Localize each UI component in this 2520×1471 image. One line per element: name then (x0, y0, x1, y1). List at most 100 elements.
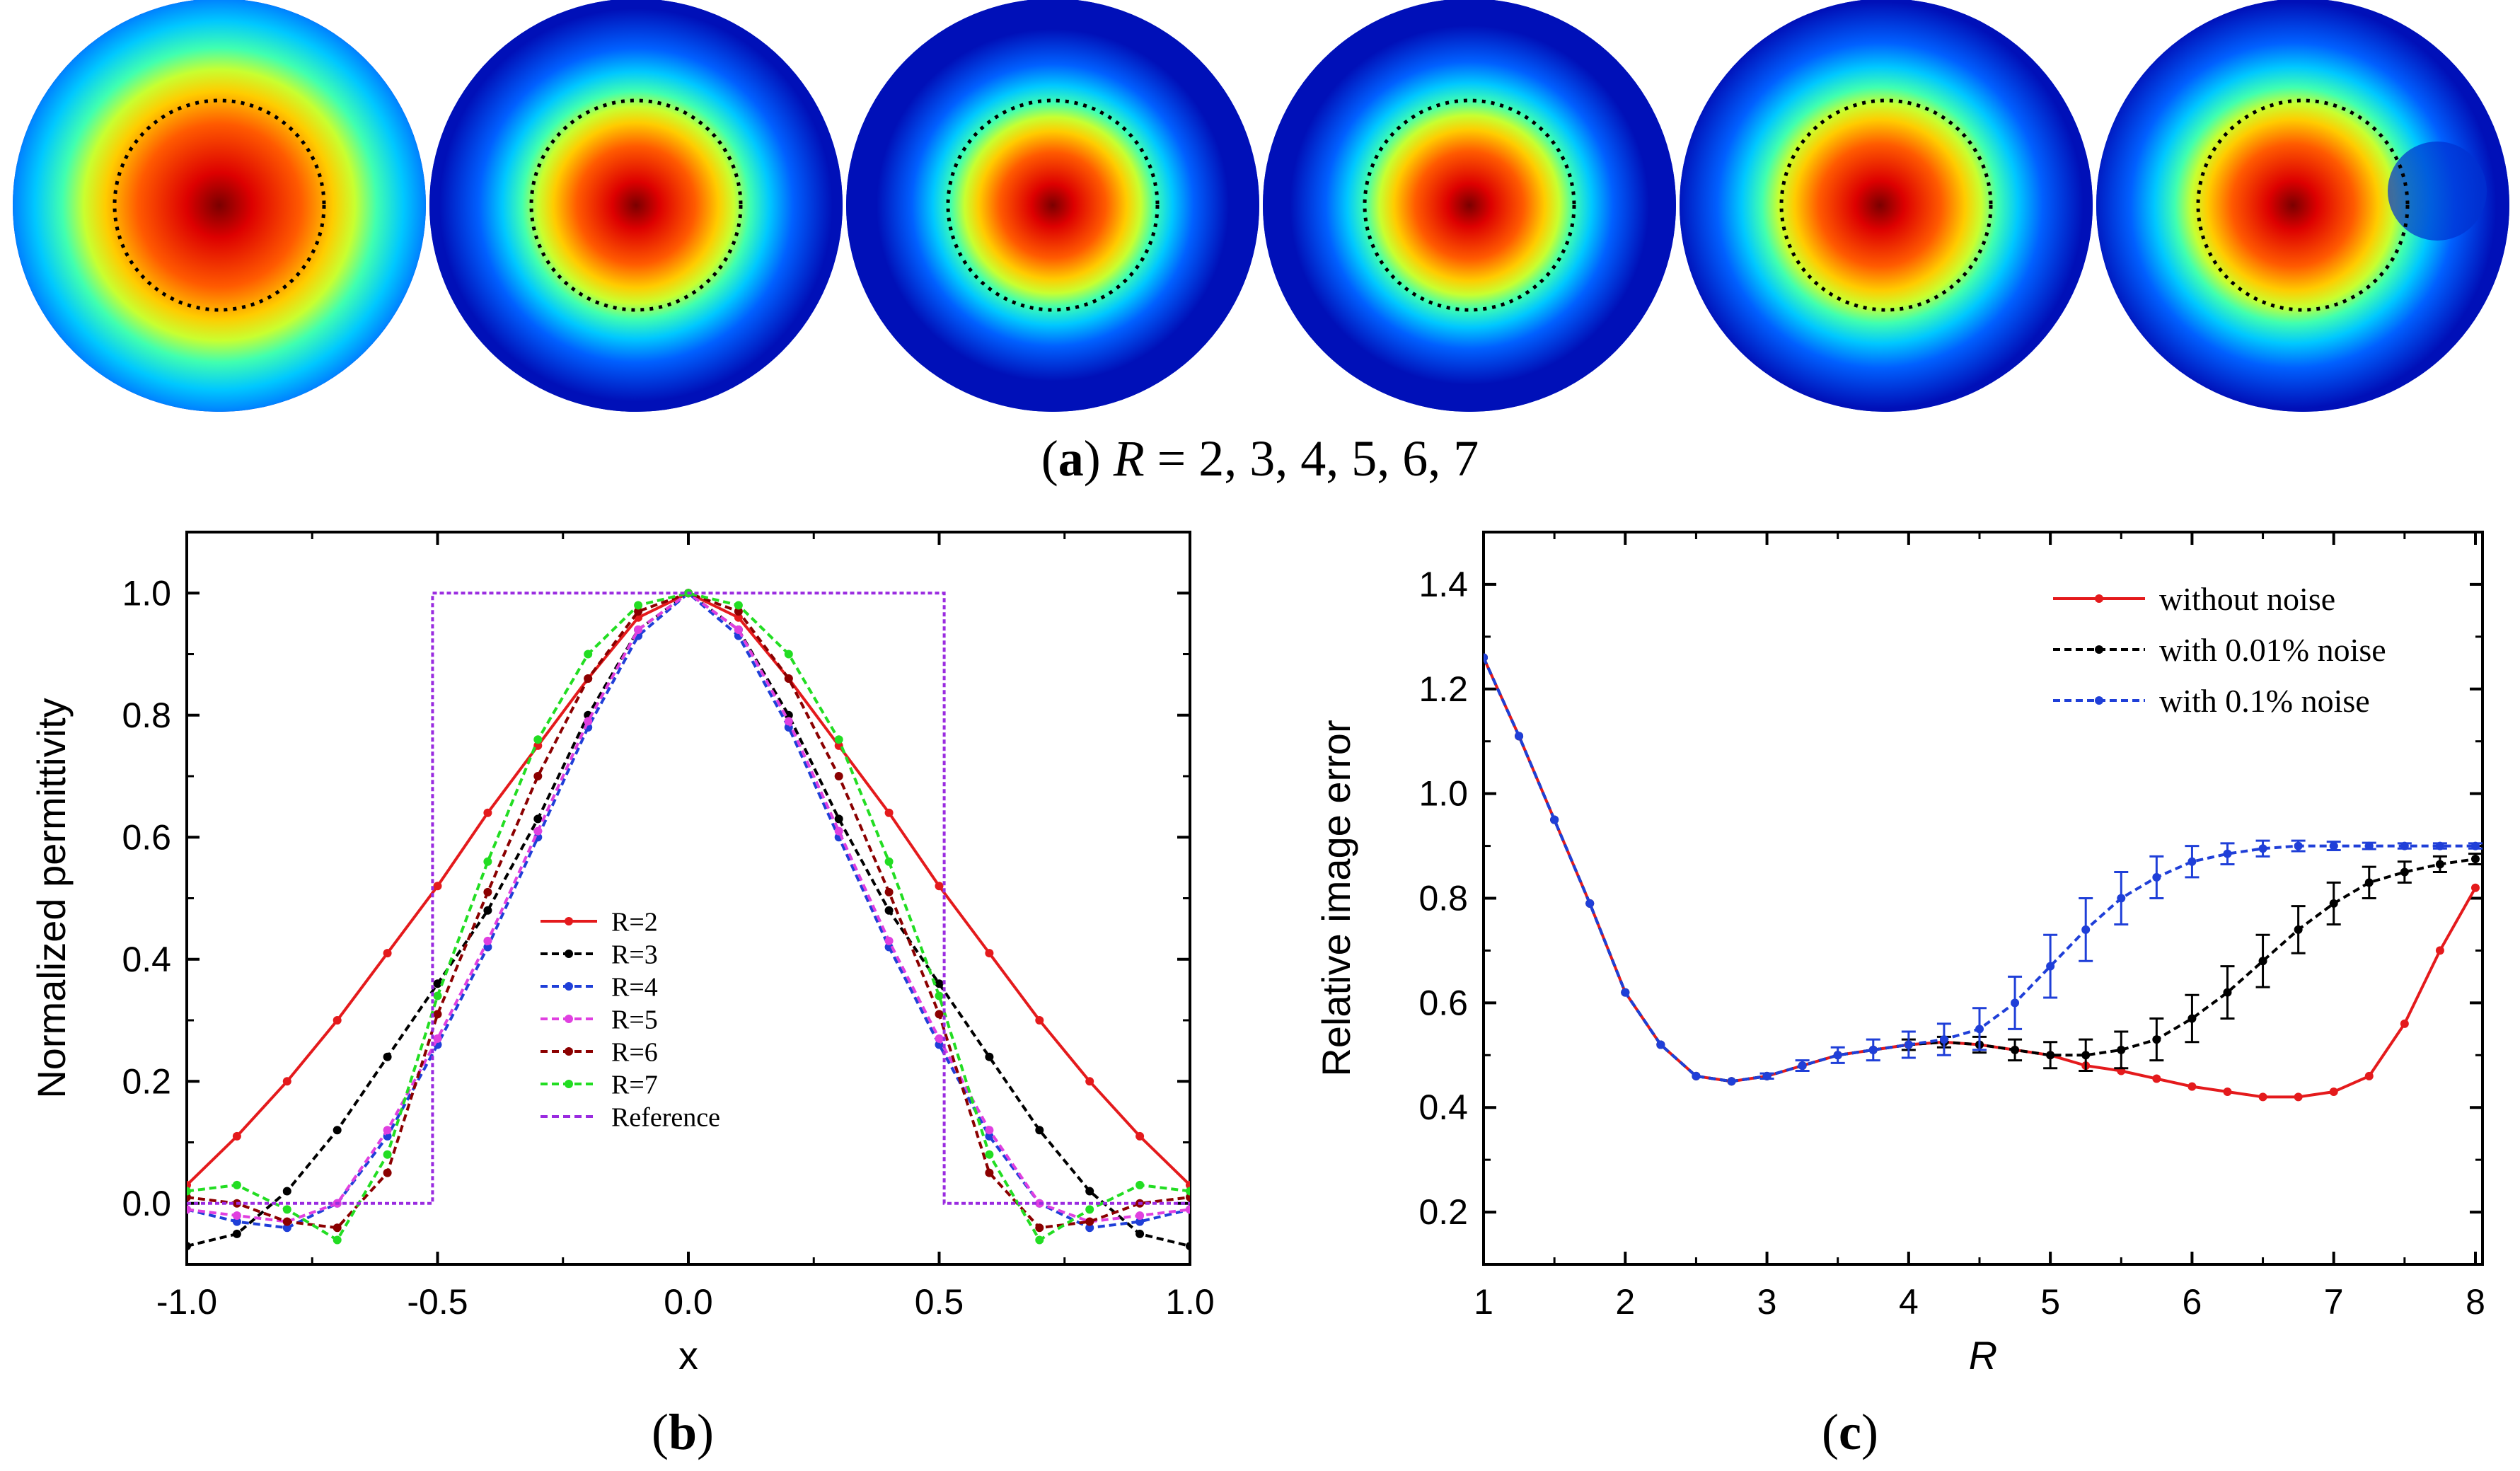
data-point (2470, 883, 2480, 892)
data-point (533, 814, 543, 824)
data-point (734, 601, 743, 610)
data-point (834, 814, 843, 824)
x-tick-label: 4 (1899, 1282, 1919, 1322)
x-tick-label: 0.0 (664, 1282, 713, 1322)
y-tick-label: 0.2 (122, 1061, 171, 1101)
disc-field (1263, 0, 1676, 412)
data-point (187, 1187, 191, 1196)
data-point (1798, 1061, 1807, 1071)
data-point (1085, 1217, 1094, 1226)
data-point (1515, 732, 1524, 741)
data-point (2364, 878, 2374, 887)
data-point (1186, 1205, 1190, 1214)
data-point (2187, 1082, 2197, 1091)
disc-field (846, 0, 1259, 412)
data-point (935, 1010, 944, 1019)
data-point (2046, 1051, 2055, 1060)
data-point (2435, 860, 2444, 869)
data-point (2011, 1045, 2020, 1054)
data-point (1656, 1040, 1665, 1049)
data-point (333, 1223, 342, 1233)
data-point (584, 650, 593, 659)
caption-a-var: R (1113, 430, 1145, 487)
data-point (1035, 1235, 1044, 1245)
data-point (187, 1242, 191, 1251)
data-point (282, 1205, 291, 1214)
data-point (1135, 1211, 1145, 1220)
x-tick-label: 1.0 (1165, 1282, 1215, 1322)
x-axis-title: R (1969, 1333, 1997, 1378)
data-point (1186, 1187, 1190, 1196)
caption-c-letter: c (1839, 1404, 1861, 1460)
data-point (2223, 849, 2232, 858)
data-point (2011, 998, 2020, 1008)
data-point (232, 1211, 241, 1220)
data-point (1939, 1035, 1948, 1044)
data-point (935, 1034, 944, 1043)
series-line (187, 592, 1190, 1242)
data-point (2400, 867, 2409, 877)
legend-marker (565, 1015, 573, 1023)
data-point (2223, 988, 2232, 997)
disc-field (429, 0, 843, 412)
series-r-2 (187, 589, 1190, 1189)
legend-label: R=2 (611, 907, 658, 937)
data-point (784, 710, 793, 720)
data-point (2152, 1035, 2161, 1044)
data-point (1833, 1051, 1842, 1060)
data-point (2294, 1092, 2303, 1102)
y-tick-label: 1.4 (1418, 565, 1468, 604)
data-point (985, 949, 994, 958)
data-point (834, 772, 843, 780)
data-point (985, 1168, 994, 1177)
data-point (1550, 815, 1559, 824)
caption-a-close: ) (1084, 430, 1101, 487)
x-tick-label: 6 (2183, 1282, 2202, 1322)
legend-marker (2095, 645, 2103, 654)
data-point (1085, 1187, 1094, 1196)
y-axis-title: Normalized permittivity (29, 698, 74, 1098)
legend-marker (2095, 696, 2103, 705)
data-point (2152, 872, 2161, 882)
caption-c: (c) (1822, 1404, 1878, 1460)
data-point (2364, 841, 2374, 850)
data-point (2329, 899, 2338, 908)
data-point (383, 949, 392, 958)
data-point (333, 1126, 342, 1135)
data-point (2258, 1092, 2267, 1102)
data-point (884, 808, 894, 817)
caption-c-open: ( (1822, 1404, 1839, 1460)
plot-area (187, 589, 1190, 1251)
data-point (433, 979, 442, 988)
x-tick-label: 2 (1615, 1282, 1635, 1322)
x-tick-label: 8 (2466, 1282, 2485, 1322)
data-point (2400, 841, 2409, 850)
data-point (884, 887, 894, 896)
data-point (935, 979, 944, 988)
reference-boundary (529, 98, 743, 312)
data-point (2152, 1074, 2161, 1083)
data-point (1135, 1131, 1145, 1141)
data-point (584, 717, 593, 726)
disc-field (13, 0, 426, 412)
line-chart-b: -1.0 -0.5 0.0 0.5 1.0 0.0 0.2 0.4 0.6 0.8 1.0 x Norm… (29, 531, 1215, 1378)
data-point (634, 607, 643, 616)
data-point (433, 991, 442, 1000)
series-reference (187, 592, 1190, 1205)
data-point (2081, 1051, 2091, 1060)
data-point (282, 1077, 291, 1086)
disc-field (1680, 0, 2093, 412)
heatmap-disc-R4 (846, 0, 1259, 412)
caption-b-open: ( (652, 1404, 669, 1460)
legend-marker (2095, 594, 2103, 603)
data-point (383, 1168, 392, 1177)
y-tick-label: 0.4 (1418, 1088, 1468, 1127)
legend-marker (565, 1080, 573, 1088)
x-tick-label: 5 (2040, 1282, 2060, 1322)
data-point (1085, 1077, 1094, 1086)
data-point (734, 607, 743, 616)
y-tick-label: 0.4 (122, 940, 171, 979)
caption-a: (a) R = 2, 3, 4, 5, 6, 7 (1041, 430, 1479, 487)
